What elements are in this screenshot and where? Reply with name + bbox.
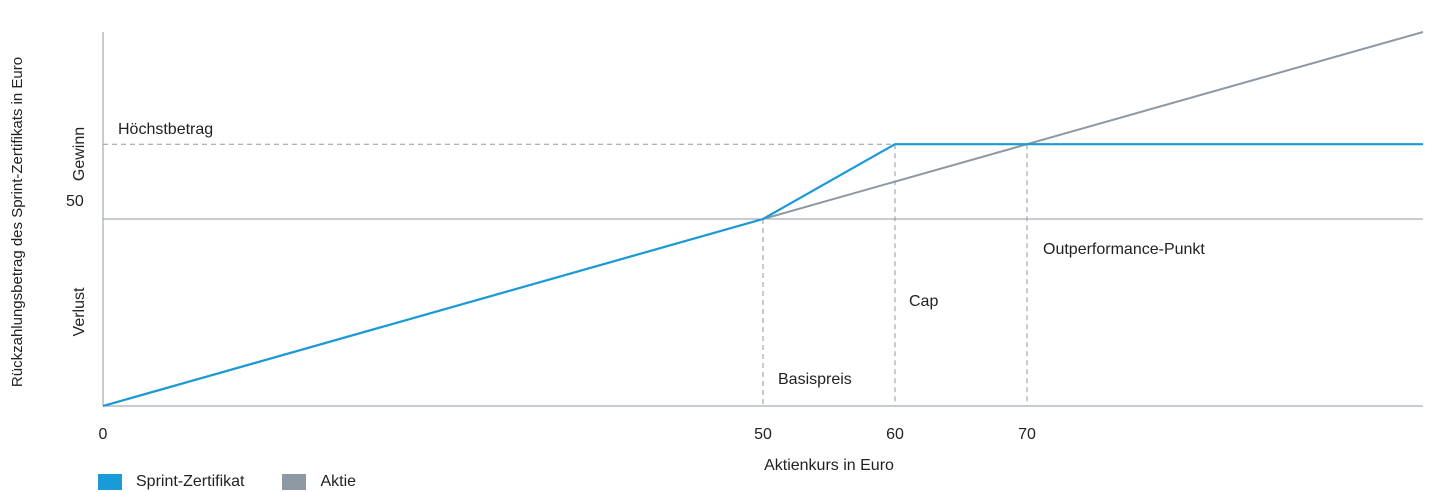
chart-labels: 0 50 60 70 Aktienkurs in Euro 50 Gewinn Verlust… [9, 57, 1205, 474]
guide-lines [103, 143, 1423, 406]
y-tick-label-50: 50 [66, 193, 84, 210]
x-axis-label: Aktienkurs in Euro [764, 457, 894, 474]
y-region-label-verlust: Verlust [71, 287, 88, 336]
legend-item-sprint: Sprint-Zertifikat [98, 473, 244, 491]
annotation-outperformance-punkt: Outperformance-Punkt [1043, 241, 1205, 258]
legend-label-aktie: Aktie [320, 473, 357, 490]
series-line-sprint-zertifikat [102, 143, 1423, 408]
x-tick-label-60: 60 [886, 426, 904, 443]
y-axis-label: Rückzahlungsbetrag des Sprint-Zertifikat… [9, 57, 26, 387]
legend-item-aktie: Aktie [282, 473, 356, 491]
x-tick-label-0: 0 [99, 426, 108, 443]
x-tick-label-70: 70 [1018, 426, 1036, 443]
legend-label-sprint: Sprint-Zertifikat [136, 473, 245, 490]
cap-level-label: Höchstbetrag [118, 121, 213, 138]
annotation-basispreis: Basispreis [778, 371, 852, 388]
legend-swatch-sprint [98, 474, 122, 490]
annotation-cap: Cap [909, 293, 938, 310]
y-region-label-gewinn: Gewinn [71, 127, 88, 181]
series-lines [102, 31, 1424, 408]
x-tick-label-50: 50 [754, 426, 772, 443]
legend-swatch-aktie [282, 474, 307, 490]
legend: Sprint-Zertifikat Aktie [98, 473, 356, 491]
